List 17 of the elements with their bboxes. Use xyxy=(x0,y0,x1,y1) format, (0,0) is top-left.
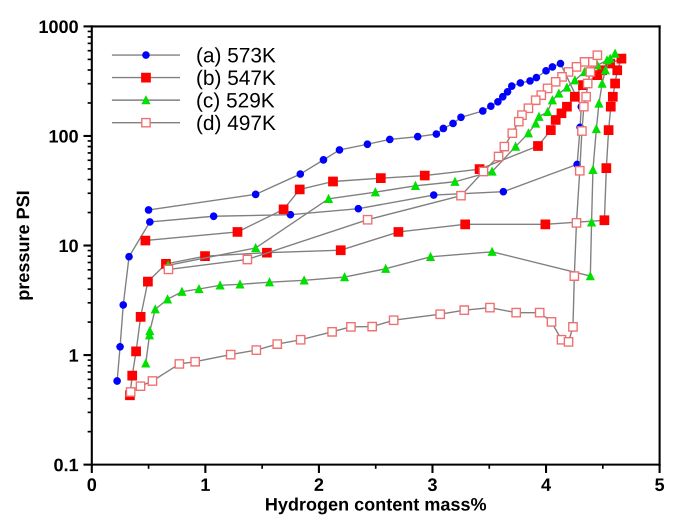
legend-label: (c) 529K xyxy=(197,92,274,112)
x-axis-title: Hydrogen content mass% xyxy=(266,497,486,514)
y-tick-label: 100 xyxy=(50,130,78,143)
y-tick-label: 1000 xyxy=(40,20,78,34)
y-axis-title: pressure PSI xyxy=(16,192,33,300)
x-tick-label: 4 xyxy=(541,478,551,491)
legend-label: (d) 497K xyxy=(197,114,276,134)
x-tick-label: 1 xyxy=(201,478,210,491)
y-tick-label: 10 xyxy=(60,239,78,252)
legend-label: (a) 573K xyxy=(197,47,276,67)
x-tick-label: 3 xyxy=(428,478,437,492)
x-tick-label: 5 xyxy=(655,478,664,492)
x-tick-label: 0 xyxy=(87,478,96,492)
legend-label: (b) 547K xyxy=(197,70,276,90)
y-tick-label: 1 xyxy=(70,349,78,362)
x-tick-label: 2 xyxy=(314,478,324,491)
y-tick-label: 0.1 xyxy=(54,458,78,472)
